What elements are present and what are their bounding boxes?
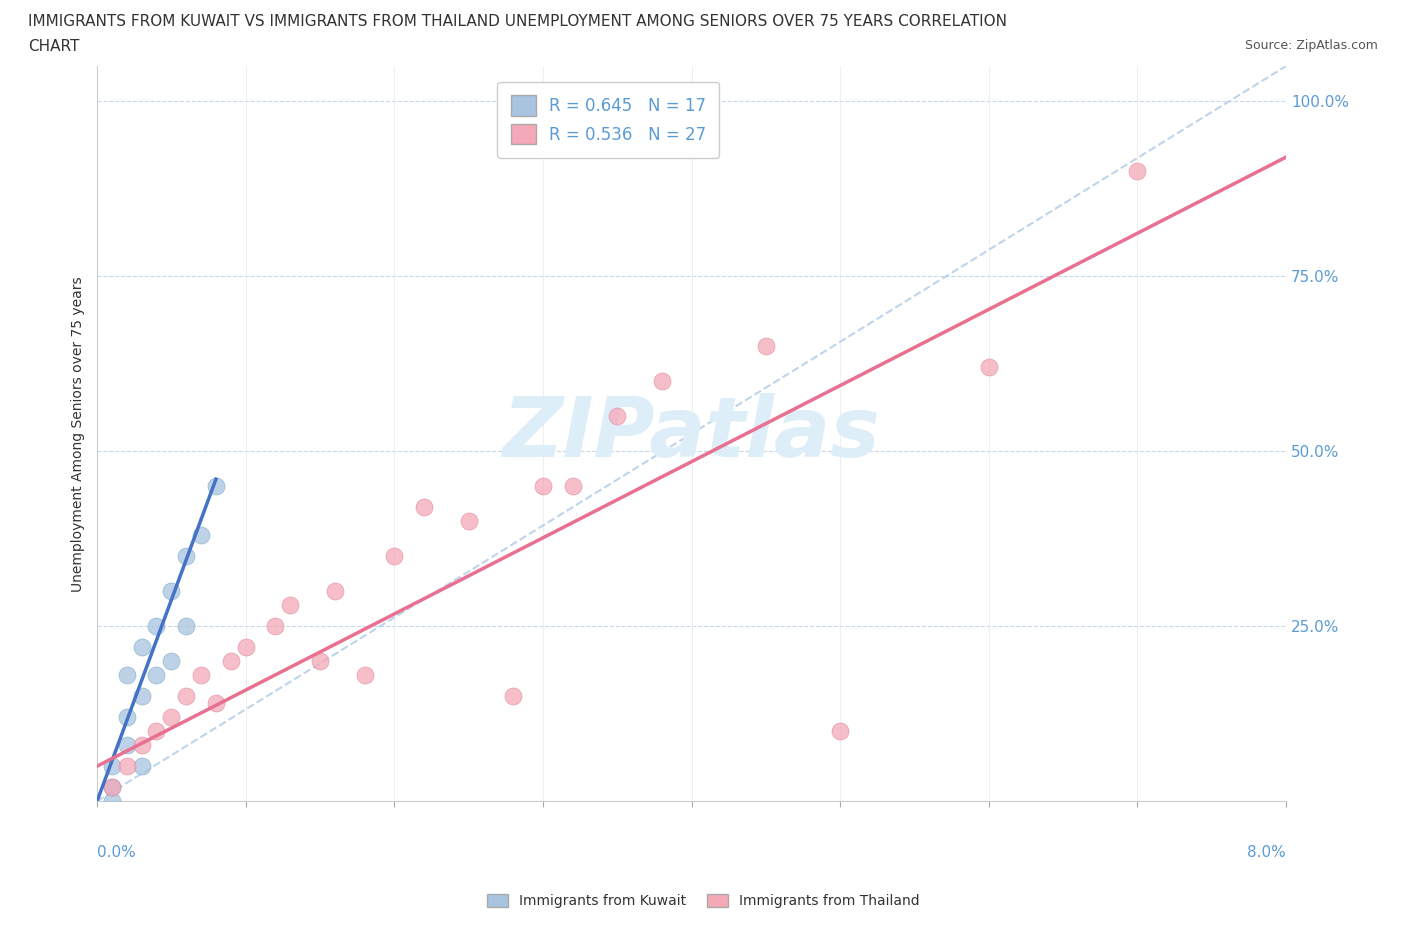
Point xyxy=(101,759,124,774)
Point xyxy=(382,549,405,564)
Point xyxy=(160,584,183,599)
Point xyxy=(457,513,479,528)
Point xyxy=(101,779,124,794)
Point xyxy=(190,527,212,542)
Point xyxy=(755,339,778,353)
Point xyxy=(219,654,242,669)
Point xyxy=(131,640,153,655)
Point xyxy=(101,794,124,809)
Point xyxy=(101,779,124,794)
Text: CHART: CHART xyxy=(28,39,80,54)
Point xyxy=(205,696,228,711)
Text: IMMIGRANTS FROM KUWAIT VS IMMIGRANTS FROM THAILAND UNEMPLOYMENT AMONG SENIORS OV: IMMIGRANTS FROM KUWAIT VS IMMIGRANTS FRO… xyxy=(28,14,1007,29)
Point xyxy=(353,668,375,683)
Point xyxy=(115,737,138,752)
Point xyxy=(1126,164,1149,179)
Point xyxy=(235,640,257,655)
Point xyxy=(190,668,212,683)
Point xyxy=(174,618,197,633)
Point xyxy=(561,479,583,494)
Text: ZIPatlas: ZIPatlas xyxy=(502,393,880,474)
Point xyxy=(145,618,167,633)
Point xyxy=(606,409,628,424)
Point xyxy=(115,668,138,683)
Point xyxy=(115,759,138,774)
Point xyxy=(160,654,183,669)
Point xyxy=(531,479,554,494)
Y-axis label: Unemployment Among Seniors over 75 years: Unemployment Among Seniors over 75 years xyxy=(72,276,86,591)
Point xyxy=(413,499,436,514)
Text: 0.0%: 0.0% xyxy=(97,845,136,860)
Point xyxy=(160,710,183,724)
Point xyxy=(174,689,197,704)
Point xyxy=(502,689,524,704)
Text: Source: ZipAtlas.com: Source: ZipAtlas.com xyxy=(1244,39,1378,52)
Legend: R = 0.645   N = 17, R = 0.536   N = 27: R = 0.645 N = 17, R = 0.536 N = 27 xyxy=(498,82,720,157)
Point xyxy=(131,737,153,752)
Point xyxy=(145,724,167,738)
Point xyxy=(830,724,852,738)
Point xyxy=(323,584,346,599)
Point xyxy=(115,710,138,724)
Legend: Immigrants from Kuwait, Immigrants from Thailand: Immigrants from Kuwait, Immigrants from … xyxy=(481,889,925,914)
Point xyxy=(131,759,153,774)
Point xyxy=(977,360,1000,375)
Point xyxy=(174,549,197,564)
Point xyxy=(651,374,673,389)
Point xyxy=(264,618,287,633)
Point xyxy=(278,598,301,613)
Point xyxy=(145,668,167,683)
Point xyxy=(131,689,153,704)
Point xyxy=(205,479,228,494)
Text: 8.0%: 8.0% xyxy=(1247,845,1286,860)
Point xyxy=(309,654,332,669)
